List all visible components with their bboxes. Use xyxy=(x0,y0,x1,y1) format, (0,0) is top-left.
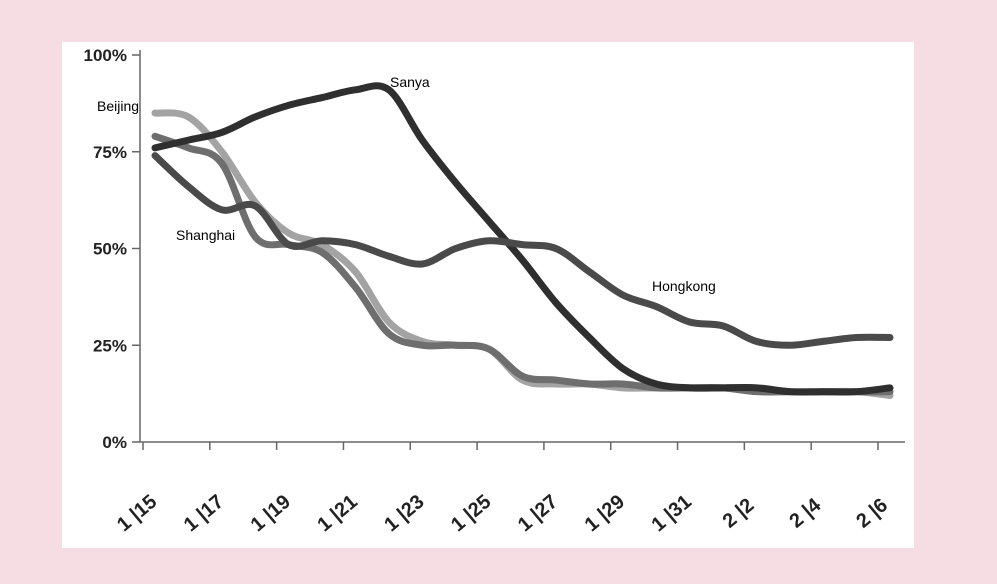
series-label-shanghai: Shanghai xyxy=(176,227,235,243)
y-tick-label: 100% xyxy=(84,46,127,65)
series-line-hongkong xyxy=(151,152,894,349)
chart-series-labels: Beijing Shanghai Sanya Hongkong xyxy=(97,74,716,294)
x-tick-label: 2 |2 xyxy=(719,494,759,532)
x-tick-label: 2 |4 xyxy=(785,494,825,533)
series-line-sanya xyxy=(151,82,894,396)
series-label-hongkong: Hongkong xyxy=(652,278,716,294)
series-label-beijing: Beijing xyxy=(97,98,139,114)
x-tick-label: 1 |29 xyxy=(581,491,629,536)
y-tick-label: 0% xyxy=(102,433,127,452)
chart-axes: 0% 25% 50% 75% 100% 1 |15 1 |17 1 |19 1 |21 1 |23… xyxy=(84,46,905,536)
y-tick-label: 25% xyxy=(93,336,127,355)
series-label-sanya: Sanya xyxy=(390,74,430,90)
x-tick-label: 1 |31 xyxy=(648,491,696,536)
x-tick-label: 1 |17 xyxy=(180,491,228,536)
x-tick-label: 1 |25 xyxy=(447,491,495,536)
x-tick-label: 1 |27 xyxy=(514,491,562,536)
x-tick-label: 1 |23 xyxy=(380,491,428,536)
x-tick-label: 1 |21 xyxy=(313,491,361,536)
x-tick-label: 1 |15 xyxy=(113,491,161,536)
y-tick-label: 75% xyxy=(93,143,127,162)
x-tick-label: 2 |6 xyxy=(852,494,892,532)
series-line-beijing xyxy=(151,109,894,400)
y-tick-label: 50% xyxy=(93,240,127,259)
x-tick-label: 1 |19 xyxy=(247,491,295,536)
chart-series xyxy=(151,82,894,400)
